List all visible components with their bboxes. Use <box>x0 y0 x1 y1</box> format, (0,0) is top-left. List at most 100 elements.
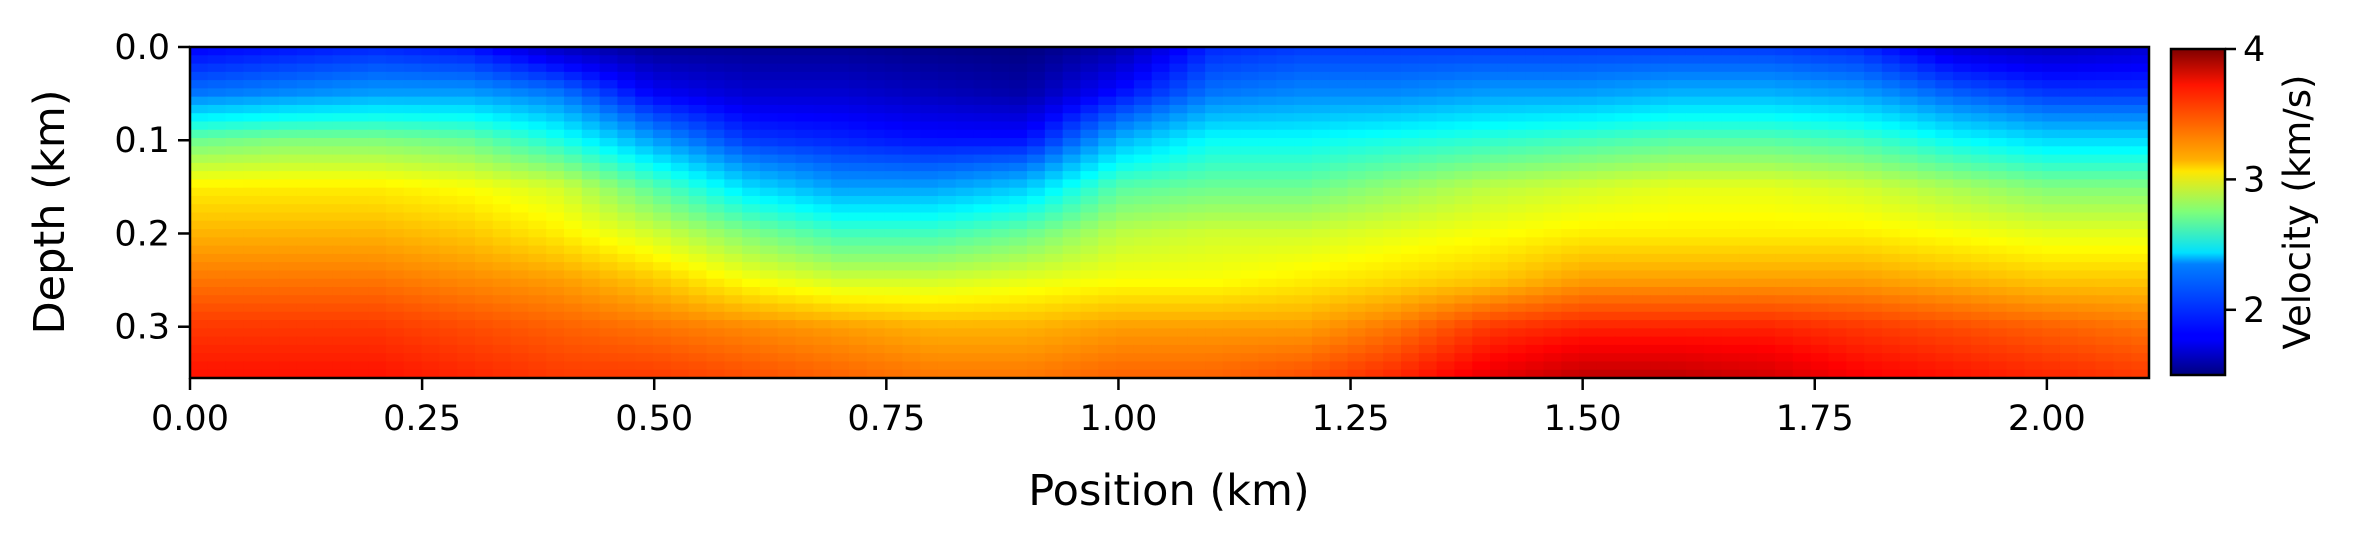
heatmap-cell <box>1810 179 1830 189</box>
heatmap-cell <box>261 253 280 263</box>
heatmap-cell <box>332 104 352 115</box>
heatmap-cell <box>385 187 405 197</box>
heatmap-cell <box>546 295 565 305</box>
heatmap-cell <box>599 171 619 181</box>
heatmap-cell <box>1080 270 1100 280</box>
heatmap-cell <box>1418 212 1438 222</box>
heatmap-cell <box>1507 212 1527 222</box>
heatmap-cell <box>742 237 761 247</box>
heatmap-cell <box>1116 361 1135 371</box>
heatmap-cell <box>1187 113 1206 123</box>
heatmap-cell <box>350 369 369 378</box>
heatmap-cell <box>2042 278 2061 288</box>
heatmap-cell <box>2131 71 2149 81</box>
heatmap-cell <box>1133 63 1153 73</box>
heatmap-cell <box>403 369 423 378</box>
heatmap-cell <box>510 113 530 123</box>
heatmap-cell <box>1739 80 1758 90</box>
heatmap-cell <box>1294 229 1313 239</box>
heatmap-cell <box>2059 311 2079 321</box>
heatmap-cell <box>2024 162 2043 172</box>
heatmap-cell <box>332 286 352 297</box>
heatmap-cell <box>1757 245 1776 255</box>
heatmap-cell <box>1543 278 1563 288</box>
heatmap-cell <box>2077 146 2097 156</box>
heatmap-cell <box>991 138 1011 148</box>
heatmap-cell <box>1062 344 1082 354</box>
heatmap-cell <box>1365 361 1385 371</box>
heatmap-cell <box>2113 154 2132 164</box>
heatmap-cell <box>1347 146 1367 156</box>
heatmap-cell <box>1294 71 1313 81</box>
heatmap-cell <box>777 195 797 206</box>
heatmap-cell <box>1116 320 1135 330</box>
heatmap-cell <box>1258 129 1278 139</box>
heatmap-cell <box>1347 154 1367 164</box>
heatmap-cell <box>937 353 957 363</box>
heatmap-cell <box>1775 286 1794 297</box>
heatmap-cell <box>421 328 441 338</box>
heatmap-cell <box>1596 187 1616 197</box>
heatmap-cell <box>421 311 441 321</box>
heatmap-cell <box>1472 245 1491 255</box>
heatmap-cell <box>1543 113 1563 123</box>
heatmap-cell <box>421 80 441 90</box>
heatmap-cell <box>1864 71 1883 81</box>
heatmap-cell <box>2059 146 2079 156</box>
heatmap-cell <box>581 138 601 148</box>
heatmap-cell <box>528 361 547 371</box>
heatmap-cell <box>1561 113 1580 123</box>
heatmap-cell <box>1561 146 1580 156</box>
heatmap-cell <box>1294 204 1313 214</box>
heatmap-cell <box>1383 361 1402 371</box>
heatmap-cell <box>1632 80 1652 90</box>
heatmap-cell <box>1561 179 1580 189</box>
heatmap-cell <box>1062 212 1082 222</box>
heatmap-cell <box>1864 104 1883 115</box>
heatmap-cell <box>1739 138 1758 148</box>
heatmap-cell <box>884 303 904 313</box>
heatmap-cell <box>1739 320 1758 330</box>
heatmap-cell <box>1151 212 1171 222</box>
heatmap-cell <box>991 237 1011 247</box>
heatmap-cell <box>243 154 263 164</box>
heatmap-cell <box>848 179 868 189</box>
heatmap-cell <box>1685 80 1705 90</box>
heatmap-cell <box>2113 204 2132 214</box>
heatmap-cell <box>1205 171 1224 181</box>
heatmap-cell <box>279 212 298 222</box>
heatmap-cell <box>368 113 387 123</box>
heatmap-cell <box>492 353 512 363</box>
heatmap-cell <box>2095 55 2115 65</box>
heatmap-cell <box>617 154 637 164</box>
heatmap-cell <box>528 303 547 313</box>
heatmap-cell <box>1472 278 1491 288</box>
heatmap-cell <box>1864 146 1883 156</box>
heatmap-cell <box>1703 88 1723 98</box>
heatmap-cell <box>474 320 494 330</box>
heatmap-cell <box>902 88 921 98</box>
heatmap-cell <box>866 328 886 338</box>
heatmap-cell <box>1525 220 1545 230</box>
y-tick-label: 0.0 <box>114 28 170 68</box>
heatmap-cell <box>510 278 530 288</box>
heatmap-cell <box>991 369 1011 378</box>
heatmap-cell <box>474 353 494 363</box>
heatmap-cell <box>546 63 565 73</box>
heatmap-cell <box>1899 303 1919 313</box>
heatmap-cell <box>385 171 405 181</box>
heatmap-cell <box>1418 353 1438 363</box>
heatmap-cell <box>1614 303 1634 313</box>
heatmap-cell <box>2006 286 2026 297</box>
heatmap-cell <box>1080 328 1100 338</box>
heatmap-cell <box>314 311 334 321</box>
heatmap-cell <box>1436 245 1456 255</box>
heatmap-cell <box>403 47 423 57</box>
heatmap-cell <box>1347 104 1367 115</box>
heatmap-cell <box>1970 353 1990 363</box>
heatmap-cell <box>1935 113 1954 123</box>
heatmap-cell <box>2006 71 2026 81</box>
heatmap-cell <box>1169 220 1189 230</box>
heatmap-cell <box>1329 80 1349 90</box>
heatmap-cell <box>350 80 369 90</box>
